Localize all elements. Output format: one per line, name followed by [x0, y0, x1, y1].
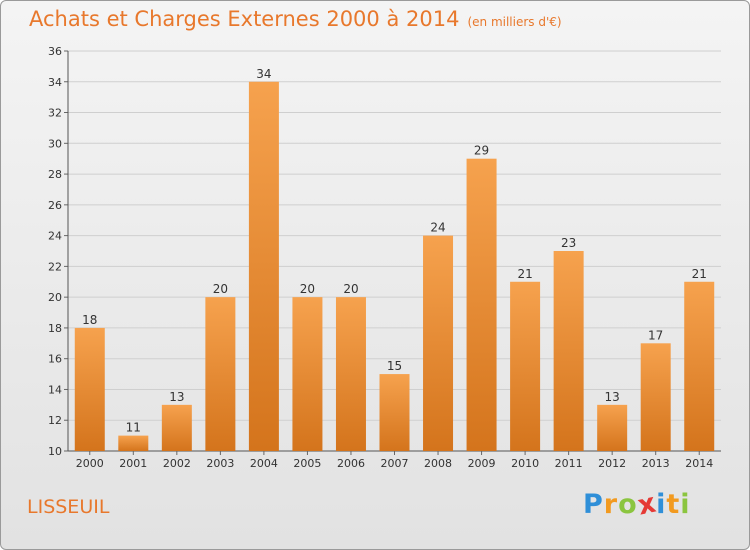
logo-letter-5: t — [666, 489, 681, 520]
x-tick-label-2011: 2011 — [555, 457, 583, 470]
bar-2012 — [597, 404, 628, 451]
y-tick-label-24: 24 — [48, 230, 62, 243]
chart-title-main: Achats et Charges Externes 2000 à 2014 — [29, 7, 460, 31]
bar-2005 — [292, 297, 323, 451]
y-tick-label-22: 22 — [48, 260, 62, 273]
x-tick-label-2005: 2005 — [293, 457, 321, 470]
data-label-2009: 29 — [474, 144, 489, 158]
logo-letter-6: i — [680, 489, 691, 520]
bar-2001 — [118, 435, 149, 451]
data-label-2005: 20 — [300, 282, 315, 296]
data-label-2012: 13 — [605, 390, 620, 404]
bar-2000 — [74, 327, 105, 451]
bar-2013 — [640, 343, 671, 451]
y-tick-label-32: 32 — [48, 107, 62, 120]
data-label-2000: 18 — [82, 313, 97, 327]
bar-2008 — [423, 235, 454, 451]
y-tick-label-12: 12 — [48, 414, 62, 427]
bar-2014 — [684, 281, 715, 451]
logo-letter-1: r — [603, 489, 619, 520]
y-tick-label-34: 34 — [48, 76, 62, 89]
y-tick-label-28: 28 — [48, 168, 62, 181]
data-label-2004: 34 — [256, 67, 271, 81]
x-tick-label-2002: 2002 — [163, 457, 191, 470]
bar-2010 — [510, 281, 541, 451]
x-tick-label-2014: 2014 — [685, 457, 713, 470]
data-label-2008: 24 — [430, 221, 445, 235]
bar-2003 — [205, 297, 236, 451]
chart-unit: (en milliers d'€) — [467, 15, 562, 29]
bar-2011 — [553, 251, 584, 451]
data-label-2014: 21 — [692, 267, 707, 281]
x-tick-label-2000: 2000 — [76, 457, 104, 470]
data-label-2006: 20 — [343, 282, 358, 296]
proxiti-logo: Proxiti — [583, 487, 691, 521]
chart-title: Achats et Charges Externes 2000 à 2014 (e… — [29, 7, 562, 31]
data-label-2007: 15 — [387, 359, 402, 373]
x-tick-label-2007: 2007 — [381, 457, 409, 470]
x-tick-label-2012: 2012 — [598, 457, 626, 470]
y-tick-label-14: 14 — [48, 383, 62, 396]
bar-2004 — [248, 81, 279, 452]
bar-2007 — [379, 374, 410, 451]
y-tick-label-10: 10 — [48, 445, 62, 458]
bar-2002 — [161, 404, 192, 451]
x-tick-label-2003: 2003 — [206, 457, 234, 470]
data-label-2013: 17 — [648, 328, 663, 342]
bar-2009 — [466, 158, 497, 451]
y-tick-label-16: 16 — [48, 353, 62, 366]
x-tick-label-2004: 2004 — [250, 457, 278, 470]
y-tick-label-20: 20 — [48, 291, 62, 304]
data-label-2010: 21 — [517, 267, 532, 281]
x-tick-label-2009: 2009 — [468, 457, 496, 470]
logo-letter-0: P — [583, 489, 604, 520]
bar-2006 — [335, 297, 366, 451]
data-label-2001: 11 — [126, 421, 141, 435]
x-tick-label-2008: 2008 — [424, 457, 452, 470]
x-tick-label-2006: 2006 — [337, 457, 365, 470]
data-label-2003: 20 — [213, 282, 228, 296]
y-tick-label-18: 18 — [48, 322, 62, 335]
data-label-2002: 13 — [169, 390, 184, 404]
y-tick-label-26: 26 — [48, 199, 62, 212]
x-tick-label-2013: 2013 — [642, 457, 670, 470]
y-tick-label-36: 36 — [48, 45, 62, 58]
data-label-2011: 23 — [561, 236, 576, 250]
x-tick-label-2010: 2010 — [511, 457, 539, 470]
logo-letter-2: o — [618, 489, 638, 520]
y-tick-label-30: 30 — [48, 137, 62, 150]
logo-letter-4: i — [656, 489, 667, 520]
x-tick-label-2001: 2001 — [119, 457, 147, 470]
commune-name: LISSEUIL — [27, 496, 110, 518]
